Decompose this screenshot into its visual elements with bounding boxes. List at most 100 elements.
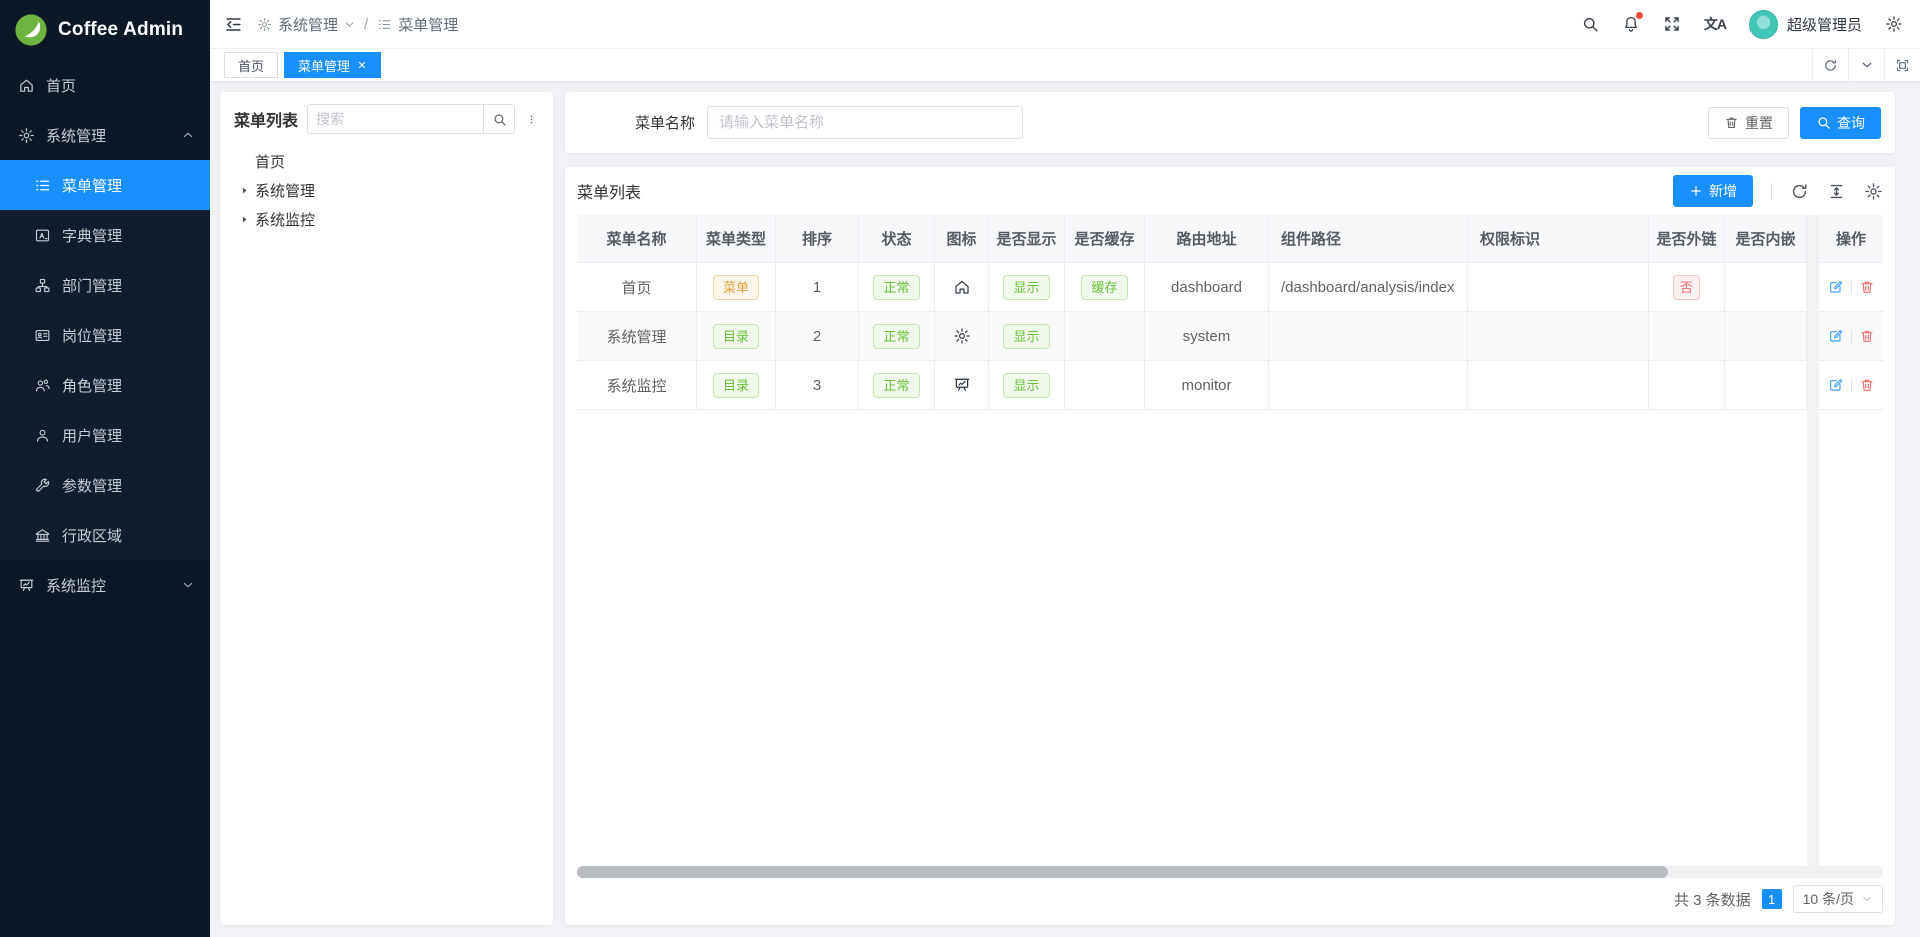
row-actions bbox=[1819, 312, 1883, 361]
collapse-sidebar-icon[interactable] bbox=[224, 15, 243, 34]
notification-dot bbox=[1635, 12, 1643, 19]
user-menu[interactable]: 超级管理员 bbox=[1748, 9, 1862, 39]
cell-sort: 3 bbox=[776, 361, 859, 409]
tree-search-button[interactable] bbox=[483, 105, 514, 133]
add-button[interactable]: 新增 bbox=[1673, 175, 1753, 207]
edit-icon[interactable] bbox=[1828, 377, 1844, 393]
visible-badge: 显示 bbox=[1003, 274, 1050, 300]
cell-menu-type: 目录 bbox=[697, 312, 776, 360]
sidebar-item-param-mgmt[interactable]: 参数管理 bbox=[0, 460, 210, 510]
tab-home[interactable]: 首页 bbox=[224, 52, 279, 78]
sidebar-item-system-monitor[interactable]: 系统监控 bbox=[0, 560, 210, 610]
bell-icon bbox=[1624, 16, 1637, 32]
tab-label: 菜单管理 bbox=[298, 58, 351, 74]
column-settings-gear-icon[interactable] bbox=[1864, 182, 1883, 201]
cell-external bbox=[1649, 361, 1725, 409]
sidebar-item-system-mgmt[interactable]: 系统管理 bbox=[0, 110, 210, 160]
sidebar-item-label: 部门管理 bbox=[62, 277, 123, 295]
navbar-right: 文A 超级管理员 bbox=[1581, 9, 1903, 39]
cell-visible: 显示 bbox=[989, 361, 1065, 409]
trash-icon[interactable] bbox=[1859, 377, 1875, 393]
vertical-scrollbar-gutter[interactable] bbox=[1807, 215, 1819, 866]
refresh-tab-button[interactable] bbox=[1812, 48, 1848, 82]
gear-icon bbox=[953, 328, 970, 344]
monitor-icon bbox=[954, 378, 969, 391]
page-size-select[interactable]: 10 条/页 bbox=[1792, 885, 1883, 913]
page-number-button[interactable]: 1 bbox=[1761, 889, 1782, 909]
tree-node-label: 首页 bbox=[255, 154, 286, 171]
query-button[interactable]: 查询 bbox=[1800, 106, 1881, 139]
menu-name-input[interactable] bbox=[707, 106, 1024, 139]
sidebar-item-dept-mgmt[interactable]: 部门管理 bbox=[0, 260, 210, 310]
horizontal-scrollbar[interactable] bbox=[577, 866, 1883, 878]
visible-badge: 显示 bbox=[1003, 323, 1050, 349]
close-icon[interactable] bbox=[357, 60, 367, 70]
edit-icon[interactable] bbox=[1828, 279, 1844, 295]
search-icon[interactable] bbox=[1581, 15, 1599, 33]
sidebar-item-menu-mgmt[interactable]: 菜单管理 bbox=[0, 160, 210, 210]
tree-search bbox=[307, 104, 515, 134]
edit-icon[interactable] bbox=[1828, 328, 1844, 344]
sidebar: Coffee Admin 首页 系统管理 菜单管理 字典管理 bbox=[0, 0, 210, 937]
refresh-icon[interactable] bbox=[1790, 182, 1809, 201]
chevron-down-icon bbox=[1863, 896, 1871, 902]
translate-icon[interactable]: 文A bbox=[1703, 16, 1727, 32]
org-tree-icon bbox=[35, 278, 50, 292]
notifications-button[interactable] bbox=[1622, 12, 1643, 33]
column-header: 是否显示 bbox=[989, 215, 1065, 263]
column-header: 排序 bbox=[776, 215, 859, 263]
tab-menu-mgmt[interactable]: 菜单管理 bbox=[284, 52, 382, 78]
cell-icon bbox=[935, 263, 989, 311]
sidebar-item-user-mgmt[interactable]: 用户管理 bbox=[0, 410, 210, 460]
logo: Coffee Admin bbox=[0, 0, 210, 60]
cell-permission bbox=[1468, 361, 1649, 409]
maximize-content-button[interactable] bbox=[1884, 48, 1920, 82]
cell-menu-type: 菜单 bbox=[697, 263, 776, 311]
column-header: 操作 bbox=[1819, 215, 1883, 263]
cell-icon bbox=[935, 312, 989, 360]
trash-icon[interactable] bbox=[1859, 328, 1875, 344]
sidebar-item-admin-region[interactable]: 行政区域 bbox=[0, 510, 210, 560]
sidebar-item-role-mgmt[interactable]: 角色管理 bbox=[0, 360, 210, 410]
fullscreen-icon[interactable] bbox=[1663, 15, 1681, 33]
breadcrumb-item-menu[interactable]: 菜单管理 bbox=[377, 14, 458, 35]
sidebar-item-dict-mgmt[interactable]: 字典管理 bbox=[0, 210, 210, 260]
cell-status: 正常 bbox=[859, 263, 935, 311]
more-options-icon[interactable] bbox=[524, 112, 539, 127]
horizontal-scrollbar-thumb[interactable] bbox=[577, 866, 1668, 878]
sidebar-item-home[interactable]: 首页 bbox=[0, 60, 210, 110]
caret-right-icon[interactable] bbox=[239, 214, 250, 225]
column-header: 是否缓存 bbox=[1065, 215, 1145, 263]
tree-node-system-monitor[interactable]: 系统监控 bbox=[234, 205, 539, 234]
tab-controls bbox=[1812, 48, 1920, 82]
cell-menu-name: 系统管理 bbox=[577, 312, 697, 360]
cell-route: system bbox=[1145, 312, 1269, 360]
tree-node-system-mgmt[interactable]: 系统管理 bbox=[234, 176, 539, 205]
table-title: 菜单列表 bbox=[577, 185, 642, 202]
search-icon bbox=[1818, 117, 1830, 129]
settings-gear-icon[interactable] bbox=[1885, 15, 1903, 33]
sidebar-item-label: 系统监控 bbox=[46, 577, 107, 595]
breadcrumb-item-system[interactable]: 系统管理 bbox=[257, 14, 355, 35]
tree-search-input[interactable] bbox=[308, 105, 483, 133]
row-height-icon[interactable] bbox=[1827, 182, 1846, 201]
avatar bbox=[1748, 9, 1778, 39]
table-row: 首页 菜单 1 正常 显示 缓存 dashboard /dashboa bbox=[577, 263, 1807, 312]
postcard-icon bbox=[35, 329, 50, 341]
chevron-up-icon bbox=[183, 132, 193, 138]
cell-component bbox=[1269, 361, 1468, 409]
sidebar-item-label: 系统管理 bbox=[46, 127, 107, 145]
column-header: 图标 bbox=[935, 215, 989, 263]
sidebar-item-post-mgmt[interactable]: 岗位管理 bbox=[0, 310, 210, 360]
tab-options-button[interactable] bbox=[1848, 48, 1884, 82]
caret-right-icon[interactable] bbox=[239, 185, 250, 196]
trash-icon[interactable] bbox=[1859, 279, 1875, 295]
chevron-down-icon bbox=[183, 582, 193, 588]
cell-embedded bbox=[1725, 263, 1807, 311]
tree-node-home[interactable]: 首页 bbox=[234, 147, 539, 176]
cell-menu-name: 首页 bbox=[577, 263, 697, 311]
action-column: 操作 bbox=[1819, 215, 1883, 866]
row-actions bbox=[1819, 361, 1883, 410]
reset-button[interactable]: 重置 bbox=[1708, 106, 1789, 139]
